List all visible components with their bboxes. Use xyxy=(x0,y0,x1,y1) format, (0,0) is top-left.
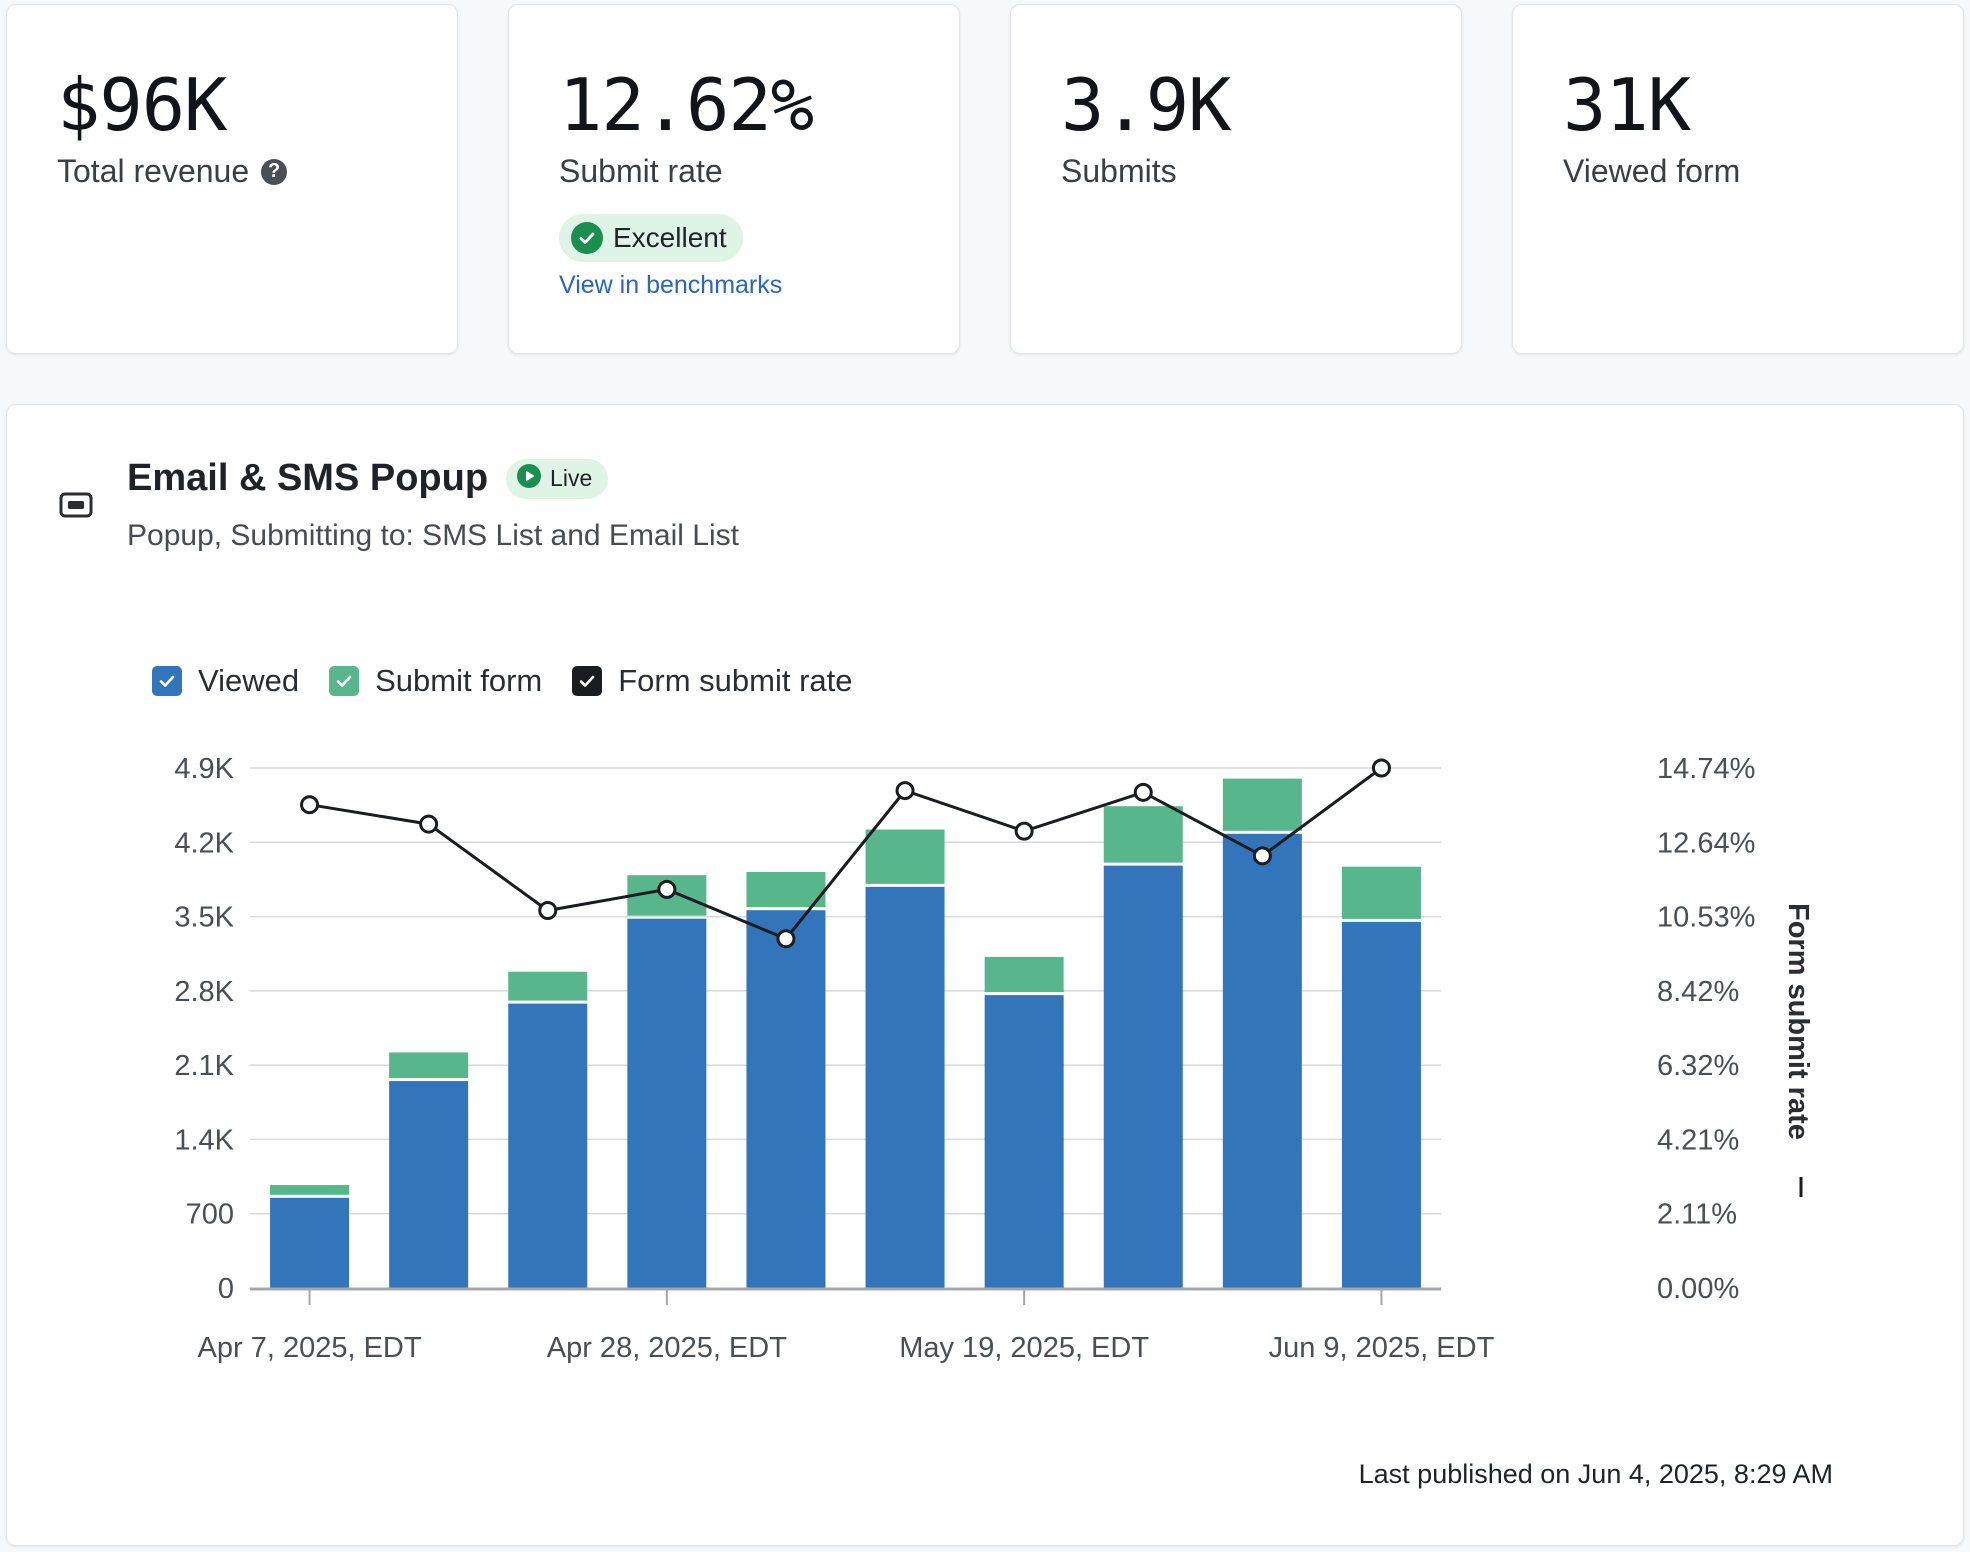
y-tick-label-right: 12.64% xyxy=(1657,827,1755,859)
bar-viewed xyxy=(1222,833,1302,1288)
bar-submit-form xyxy=(984,956,1064,993)
stacked-bar-line-chart: 4.9K 14.74% 4.2K 12.64% 3.5K 10.53% 2.8K 8.42% 2… xyxy=(174,753,1814,1364)
y-tick-label-left: 4.2K xyxy=(174,827,234,859)
popup-icon xyxy=(59,491,93,524)
y-tick-label-left: 1.4K xyxy=(174,1124,234,1156)
bar-submit-form xyxy=(865,829,945,884)
checkbox-checked-icon[interactable] xyxy=(329,666,360,696)
y-tick-label-left: 3.5K xyxy=(174,902,234,934)
y-tick-label-right: 4.21% xyxy=(1657,1124,1739,1156)
kpi-card-total-revenue: $96K Total revenue ? xyxy=(6,4,458,354)
point-form-submit-rate xyxy=(776,929,796,949)
y-tick-label-right: 6.32% xyxy=(1657,1050,1739,1082)
legend-item-submit-form[interactable]: Submit form xyxy=(329,663,542,699)
bar-viewed xyxy=(746,910,826,1288)
legend-item-viewed[interactable]: Viewed xyxy=(152,663,299,699)
kpi-label: Submits xyxy=(1061,153,1177,189)
point-form-submit-rate xyxy=(1371,758,1391,778)
kpi-value: 31K xyxy=(1563,63,1691,147)
kpi-card-submit-rate: 12.62% Submit rate Excellent View in ben… xyxy=(508,4,960,354)
bar-submit-form xyxy=(746,872,826,908)
kpi-value: 12.62% xyxy=(559,63,814,147)
x-tick-label: Apr 28, 2025, EDT xyxy=(547,1332,787,1364)
point-form-submit-rate xyxy=(1014,821,1034,841)
right-axis-label-text: Form submit rate xyxy=(1782,903,1814,1140)
live-badge: Live xyxy=(506,458,609,499)
status-badge-label: Excellent xyxy=(613,222,727,253)
kpi-card-submits: 3.9K Submits xyxy=(1010,4,1462,354)
kpi-value: $96K xyxy=(57,63,227,147)
form-title-row: Email & SMS Popup Live xyxy=(127,457,609,500)
bar-viewed xyxy=(389,1081,469,1288)
bar-viewed xyxy=(865,886,945,1288)
y-tick-label-left: 700 xyxy=(186,1199,234,1231)
bar-submit-form xyxy=(508,971,588,1001)
y-tick-label-right: 8.42% xyxy=(1657,976,1739,1008)
bar-viewed xyxy=(627,918,707,1288)
bar-submit-form xyxy=(1103,806,1183,863)
bar-viewed xyxy=(1341,921,1421,1288)
bar-viewed xyxy=(1103,865,1183,1288)
bar-submit-form xyxy=(389,1052,469,1079)
point-form-submit-rate xyxy=(895,781,915,801)
form-title[interactable]: Email & SMS Popup xyxy=(127,457,489,499)
status-badge: Excellent xyxy=(559,214,743,262)
bar-submit-form xyxy=(1222,778,1302,831)
legend-item-form-submit-rate[interactable]: Form submit rate xyxy=(572,663,853,699)
bar-viewed xyxy=(270,1197,350,1288)
legend-label: Form submit rate xyxy=(618,663,853,698)
bar-submit-form xyxy=(270,1185,350,1195)
form-performance-card: Email & SMS Popup Live Popup, Submitting… xyxy=(6,404,1964,1546)
help-icon[interactable]: ? xyxy=(261,158,288,185)
view-benchmarks-link[interactable]: View in benchmarks xyxy=(559,271,783,299)
y-tick-label-left: 2.8K xyxy=(174,976,234,1008)
y-tick-label-right: 10.53% xyxy=(1657,902,1755,934)
kpi-label: Submit rate xyxy=(559,153,723,189)
legend-label: Viewed xyxy=(198,663,300,698)
y-tick-label-left: 4.9K xyxy=(174,753,234,785)
x-tick-label: May 19, 2025, EDT xyxy=(899,1332,1149,1364)
y-tick-label-left: 0 xyxy=(218,1273,234,1305)
kpi-card-viewed-form: 31K Viewed form xyxy=(1512,4,1964,354)
bar-viewed xyxy=(984,995,1064,1288)
kpi-value: 3.9K xyxy=(1061,63,1231,147)
x-tick-label: Apr 7, 2025, EDT xyxy=(198,1332,422,1364)
check-circle-icon xyxy=(571,222,603,254)
line-form-submit-rate xyxy=(309,766,1383,941)
bar-viewed xyxy=(508,1003,588,1288)
y-tick-label-left: 2.1K xyxy=(174,1050,234,1082)
point-form-submit-rate xyxy=(538,901,558,921)
kpi-label: Viewed form xyxy=(1563,153,1741,189)
form-subtitle: Popup, Submitting to: SMS List and Email… xyxy=(127,519,739,552)
chart-legend: Viewed Submit form Form submit rate xyxy=(152,663,853,699)
right-axis-label: Form submit rate xyxy=(1782,903,1814,1140)
y-tick-label-right: 0.00% xyxy=(1657,1273,1739,1305)
point-form-submit-rate xyxy=(300,795,320,815)
kpi-label: Total revenue ? xyxy=(57,153,288,190)
bar-submit-form xyxy=(1341,866,1421,919)
y-tick-label-right: 14.74% xyxy=(1657,753,1755,785)
point-form-submit-rate xyxy=(1252,846,1272,866)
play-icon xyxy=(516,463,542,495)
y-tick-label-right: 2.11% xyxy=(1657,1199,1737,1231)
last-published-text: Last published on Jun 4, 2025, 8:29 AM xyxy=(1358,1459,1833,1489)
checkbox-checked-icon[interactable] xyxy=(152,666,182,696)
point-form-submit-rate xyxy=(419,814,439,834)
legend-label: Submit form xyxy=(375,663,543,698)
checkbox-checked-icon[interactable] xyxy=(572,666,603,696)
live-badge-label: Live xyxy=(550,465,593,491)
x-tick-label: Jun 9, 2025, EDT xyxy=(1269,1332,1495,1364)
point-form-submit-rate xyxy=(1133,782,1153,802)
kpi-label-text: Total revenue xyxy=(57,153,250,189)
point-form-submit-rate xyxy=(657,879,677,899)
